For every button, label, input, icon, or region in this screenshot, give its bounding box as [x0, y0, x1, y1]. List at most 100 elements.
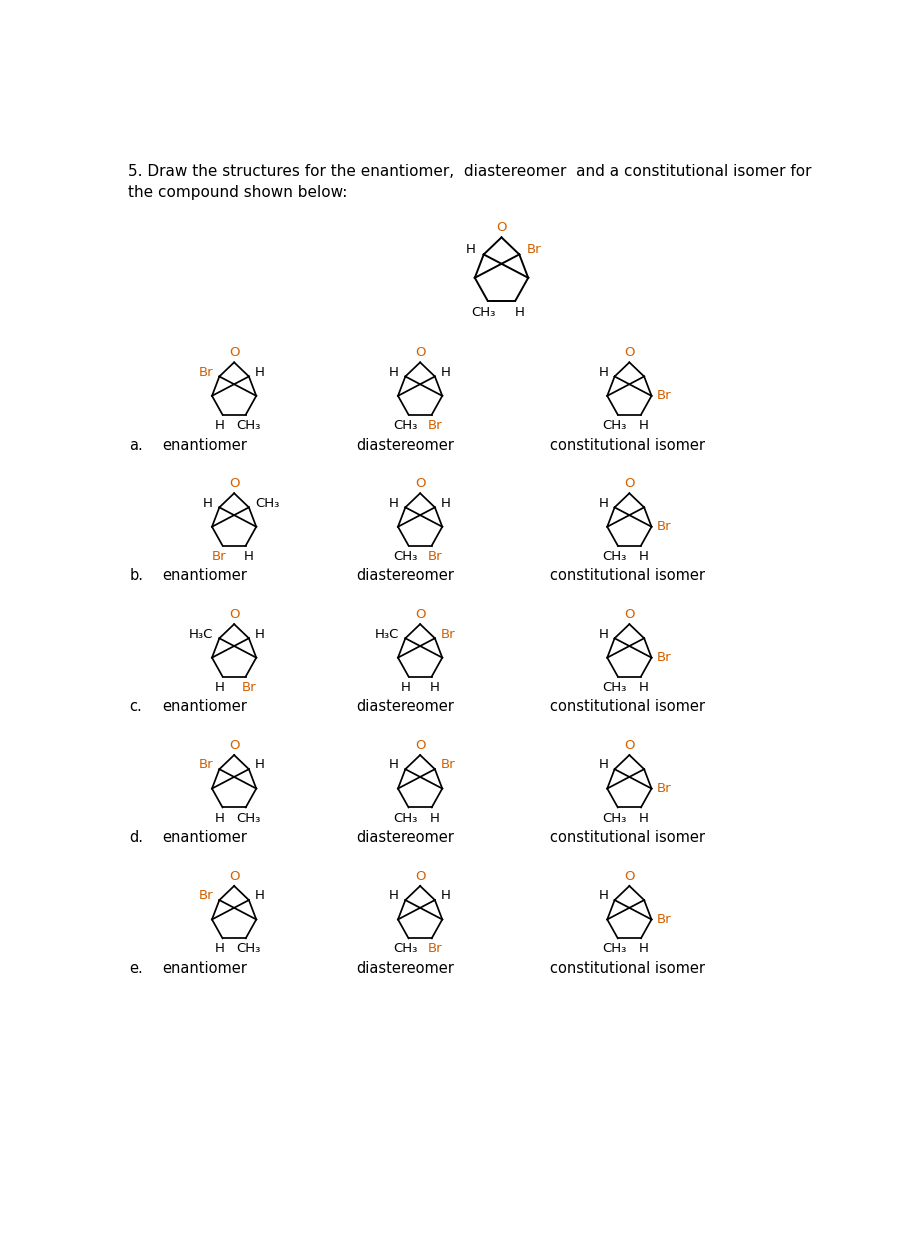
Text: H: H: [441, 496, 451, 510]
Text: CH₃: CH₃: [602, 550, 626, 563]
Text: CH₃: CH₃: [471, 306, 496, 318]
Text: H: H: [255, 628, 265, 640]
Text: H: H: [255, 759, 265, 771]
Text: O: O: [229, 739, 239, 751]
Text: H: H: [514, 306, 524, 318]
Text: O: O: [623, 477, 634, 490]
Text: Br: Br: [656, 782, 670, 795]
Text: O: O: [623, 347, 634, 359]
Text: H: H: [598, 759, 608, 771]
Text: O: O: [229, 477, 239, 490]
Text: Br: Br: [656, 520, 670, 534]
Text: H: H: [214, 681, 224, 693]
Text: H: H: [639, 812, 649, 825]
Text: CH₃: CH₃: [393, 418, 417, 432]
Text: O: O: [496, 220, 507, 234]
Text: e.: e.: [129, 961, 143, 976]
Text: diastereomer: diastereomer: [355, 568, 453, 583]
Text: H: H: [389, 759, 399, 771]
Text: H: H: [598, 628, 608, 640]
Text: H: H: [429, 681, 439, 693]
Text: diastereomer: diastereomer: [355, 699, 453, 714]
Text: Br: Br: [241, 681, 256, 693]
Text: Br: Br: [656, 912, 670, 926]
Text: H: H: [214, 418, 224, 432]
Text: H: H: [255, 889, 265, 903]
Text: CH₃: CH₃: [602, 812, 626, 825]
Text: O: O: [623, 739, 634, 751]
Text: diastereomer: diastereomer: [355, 831, 453, 846]
Text: diastereomer: diastereomer: [355, 437, 453, 453]
Text: CH₃: CH₃: [255, 496, 280, 510]
Text: O: O: [415, 739, 425, 751]
Text: H: H: [441, 365, 451, 379]
Text: H: H: [214, 942, 224, 956]
Text: constitutional isomer: constitutional isomer: [549, 831, 704, 846]
Text: H: H: [598, 889, 608, 903]
Text: constitutional isomer: constitutional isomer: [549, 437, 704, 453]
Text: CH₃: CH₃: [237, 812, 261, 825]
Text: Br: Br: [427, 550, 442, 563]
Text: 5. Draw the structures for the enantiomer,  diastereomer  and a constitutional i: 5. Draw the structures for the enantiome…: [128, 163, 811, 201]
Text: H: H: [243, 550, 253, 563]
Text: H: H: [598, 496, 608, 510]
Text: H: H: [214, 812, 224, 825]
Text: enantiomer: enantiomer: [162, 568, 247, 583]
Text: Br: Br: [427, 942, 442, 956]
Text: Br: Br: [656, 651, 670, 664]
Text: d.: d.: [129, 831, 143, 846]
Text: c.: c.: [129, 699, 142, 714]
Text: H: H: [429, 812, 439, 825]
Text: enantiomer: enantiomer: [162, 831, 247, 846]
Text: CH₃: CH₃: [602, 418, 626, 432]
Text: H: H: [203, 496, 213, 510]
Text: b.: b.: [129, 568, 143, 583]
Text: O: O: [415, 477, 425, 490]
Text: O: O: [229, 608, 239, 621]
Text: H: H: [389, 496, 399, 510]
Text: H: H: [389, 365, 399, 379]
Text: diastereomer: diastereomer: [355, 961, 453, 976]
Text: Br: Br: [441, 759, 456, 771]
Text: O: O: [415, 870, 425, 883]
Text: O: O: [229, 347, 239, 359]
Text: CH₃: CH₃: [602, 942, 626, 956]
Text: O: O: [229, 870, 239, 883]
Text: H: H: [639, 681, 649, 693]
Text: H: H: [255, 365, 265, 379]
Text: Br: Br: [212, 550, 227, 563]
Text: CH₃: CH₃: [602, 681, 626, 693]
Text: H: H: [598, 365, 608, 379]
Text: constitutional isomer: constitutional isomer: [549, 568, 704, 583]
Text: H: H: [389, 889, 399, 903]
Text: CH₃: CH₃: [393, 550, 417, 563]
Text: O: O: [623, 608, 634, 621]
Text: H: H: [400, 681, 410, 693]
Text: O: O: [415, 608, 425, 621]
Text: CH₃: CH₃: [393, 942, 417, 956]
Text: constitutional isomer: constitutional isomer: [549, 961, 704, 976]
Text: enantiomer: enantiomer: [162, 437, 247, 453]
Text: CH₃: CH₃: [237, 942, 261, 956]
Text: H: H: [639, 418, 649, 432]
Text: H₃C: H₃C: [189, 628, 213, 640]
Text: H: H: [466, 243, 476, 256]
Text: H: H: [639, 550, 649, 563]
Text: enantiomer: enantiomer: [162, 699, 247, 714]
Text: CH₃: CH₃: [393, 812, 417, 825]
Text: CH₃: CH₃: [237, 418, 261, 432]
Text: constitutional isomer: constitutional isomer: [549, 699, 704, 714]
Text: Br: Br: [527, 243, 541, 256]
Text: Br: Br: [199, 759, 213, 771]
Text: O: O: [415, 347, 425, 359]
Text: Br: Br: [441, 628, 456, 640]
Text: H: H: [639, 942, 649, 956]
Text: Br: Br: [656, 390, 670, 402]
Text: Br: Br: [199, 365, 213, 379]
Text: enantiomer: enantiomer: [162, 961, 247, 976]
Text: H: H: [441, 889, 451, 903]
Text: Br: Br: [199, 889, 213, 903]
Text: a.: a.: [129, 437, 143, 453]
Text: Br: Br: [427, 418, 442, 432]
Text: O: O: [623, 870, 634, 883]
